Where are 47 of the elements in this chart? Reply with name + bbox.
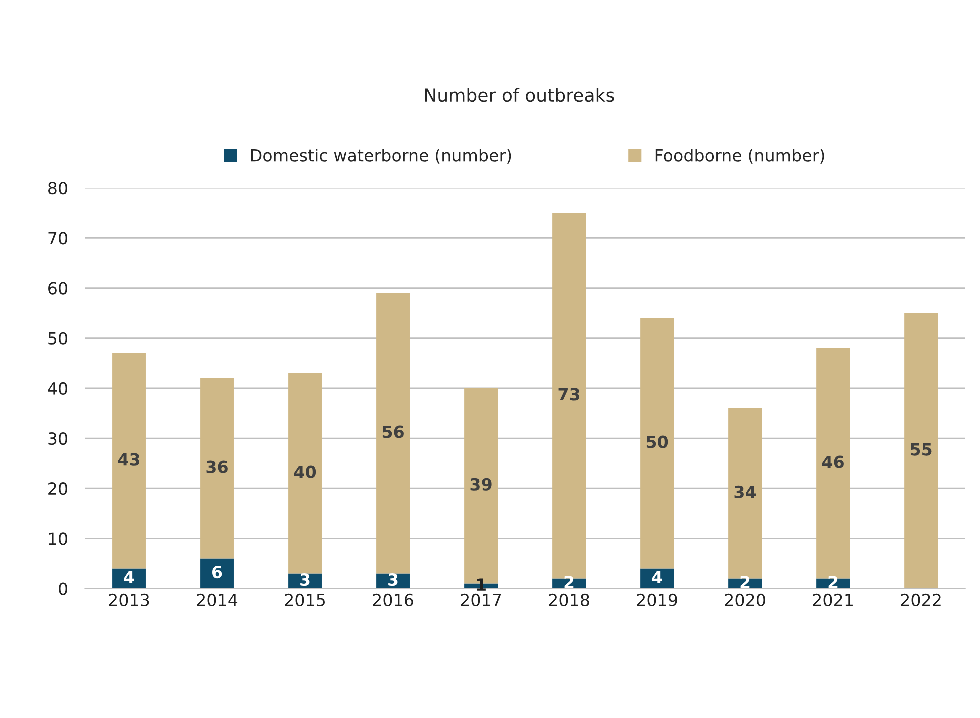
data-label: 2 [564, 576, 574, 588]
data-label: 55 [910, 443, 932, 456]
data-label: 3 [388, 573, 398, 586]
data-label: 39 [470, 478, 492, 491]
data-label: 73 [558, 388, 580, 401]
y-tick-label: 80 [48, 182, 68, 195]
y-tick-label: 70 [48, 232, 68, 245]
data-label: 46 [822, 456, 844, 468]
data-label: 4 [652, 571, 662, 584]
data-label: 36 [206, 460, 228, 474]
legend-label: Foodborne (number) [656, 148, 824, 164]
y-tick-label: 30 [48, 432, 68, 446]
y-tick-label: 60 [48, 282, 68, 295]
bar [112, 353, 146, 569]
data-label: 4 [124, 571, 134, 584]
data-label: 34 [734, 486, 756, 498]
bar [288, 373, 322, 574]
legend-label: Domestic waterborne (number) [251, 148, 512, 164]
data-label: 56 [382, 426, 404, 438]
data-label: 2 [740, 576, 750, 588]
data-label: 40 [294, 466, 316, 478]
data-label: 50 [646, 436, 668, 448]
y-tick-label: 0 [59, 582, 68, 596]
x-tick-label: 2020 [725, 594, 766, 607]
data-label: 6 [212, 566, 222, 579]
bar [640, 318, 674, 569]
bar [200, 558, 234, 589]
bar [376, 293, 410, 574]
x-tick-label: 2016 [373, 594, 414, 607]
y-tick-label: 50 [48, 332, 68, 345]
data-label: 43 [118, 453, 140, 466]
data-label: 2 [828, 576, 838, 588]
x-tick-label: 2015 [285, 594, 326, 607]
y-tick-label: 10 [49, 532, 68, 546]
bar [200, 378, 234, 559]
x-tick-label: 2022 [901, 594, 941, 607]
y-tick-label: 40 [48, 382, 68, 396]
x-tick-label: 2014 [197, 594, 238, 607]
x-tick-label: 2013 [109, 594, 150, 607]
bar [904, 313, 938, 589]
x-tick-label: 2017 [461, 594, 502, 607]
data-label: 3 [300, 573, 310, 586]
x-tick-label: 2018 [549, 594, 590, 607]
chart-title: Number of outbreaks [425, 88, 614, 102]
y-tick-label: 20 [48, 482, 68, 496]
x-tick-label: 2019 [637, 594, 678, 607]
x-tick-label: 2021 [813, 594, 853, 607]
